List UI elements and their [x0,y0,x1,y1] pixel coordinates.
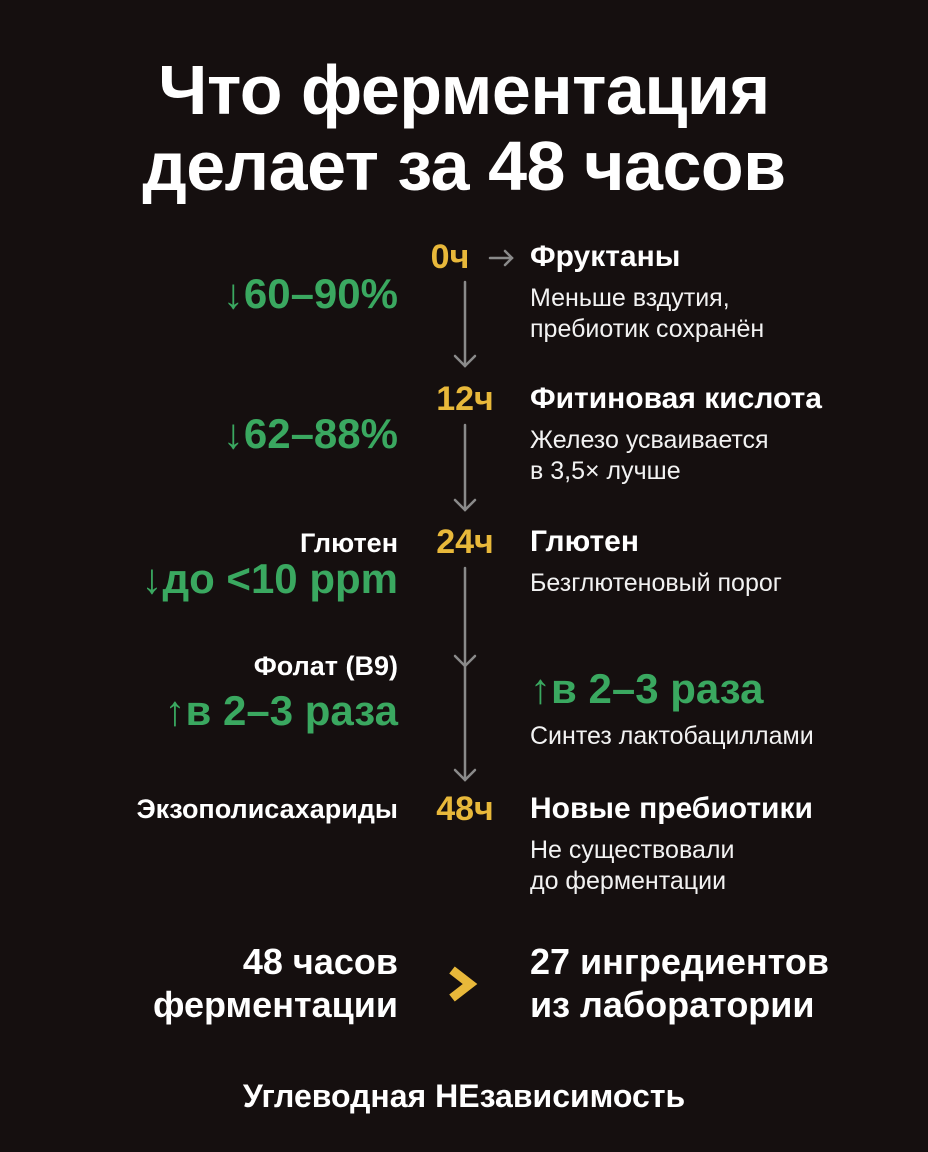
time-label: 24ч [436,523,494,561]
row-title: Глютен [530,525,639,558]
row-title: Новые пребиотики [530,792,813,825]
arrow-down-icon [453,423,477,512]
page-title-line2: делает за 48 часов [142,127,786,205]
page-title-line1: Что ферментация [158,51,770,129]
comparison-right: из лаборатории [530,984,815,1025]
row-desc: Синтез лактобациллами [530,722,814,750]
effect-value: ↑в 2–3 раза [164,687,398,734]
effect-value: ↓62–88% [222,410,398,457]
time-label: 12ч [436,380,494,418]
effect-value: ↓до <10 ppm [141,555,398,602]
arrow-down-icon [453,280,477,368]
time-label: 48ч [436,790,494,828]
left-label: Фолат (B9) [253,651,398,681]
row-desc: до ферментации [530,867,727,895]
row-desc: Не существовали [530,836,735,864]
row-title: Фруктаны [530,240,681,273]
row-desc: Меньше вздутия, [530,284,730,312]
comparison-left: ферментации [152,984,398,1025]
row-desc: в 3,5× лучше [530,457,681,485]
row-title: Фитиновая кислота [530,382,822,415]
comparison-left: 48 часов [242,941,398,982]
row-desc: пребиотик сохранён [530,315,765,343]
row-desc: Железо усваивается [530,426,769,454]
time-label: 0ч [430,238,470,276]
left-label: Глютен [299,528,398,558]
effect-value: ↓60–90% [222,270,398,317]
left-label: Экзополисахариды [136,794,398,824]
arrow-down-icon [453,566,477,782]
arrow-right-icon [488,249,514,267]
comparison-right: 27 ингредиентов [530,941,829,982]
row-desc: Безглютеновый порог [530,569,782,597]
right-effect-value: ↑в 2–3 раза [530,665,764,712]
chevron-right-icon [449,966,478,1002]
footer-brand: Углеводная НЕзависимость [242,1078,686,1114]
